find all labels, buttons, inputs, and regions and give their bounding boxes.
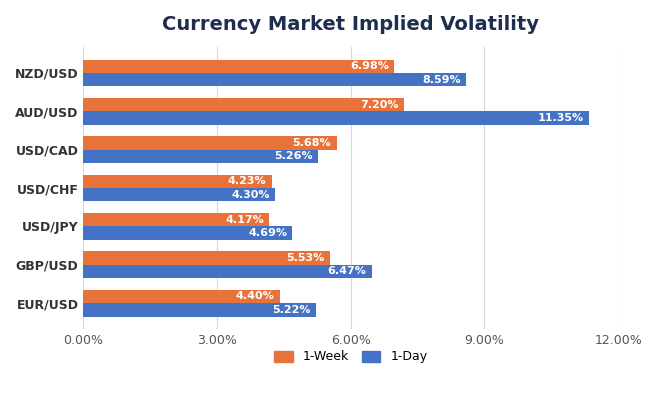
- Text: 5.68%: 5.68%: [292, 138, 331, 148]
- Bar: [83, 98, 404, 111]
- Text: 6.98%: 6.98%: [350, 61, 389, 71]
- Bar: [83, 73, 466, 86]
- Text: 5.53%: 5.53%: [286, 253, 325, 263]
- Title: Currency Market Implied Volatility: Currency Market Implied Volatility: [162, 15, 539, 34]
- Text: 4.40%: 4.40%: [235, 292, 274, 301]
- Text: 5.26%: 5.26%: [274, 151, 313, 162]
- Bar: [83, 136, 336, 150]
- Text: 7.20%: 7.20%: [361, 100, 399, 110]
- Text: 4.17%: 4.17%: [225, 215, 264, 225]
- Bar: [83, 265, 372, 278]
- Bar: [83, 303, 316, 317]
- Bar: [83, 60, 394, 73]
- Text: 4.69%: 4.69%: [248, 228, 287, 238]
- Bar: [83, 150, 318, 163]
- Bar: [83, 188, 275, 202]
- Bar: [83, 213, 269, 227]
- Bar: [83, 111, 589, 125]
- Legend: 1-Week, 1-Day: 1-Week, 1-Day: [269, 345, 432, 369]
- Bar: [83, 227, 292, 240]
- Bar: [83, 290, 279, 303]
- Text: 11.35%: 11.35%: [537, 113, 584, 123]
- Text: 6.47%: 6.47%: [328, 267, 367, 276]
- Bar: [83, 175, 272, 188]
- Text: 4.23%: 4.23%: [228, 176, 267, 187]
- Text: 8.59%: 8.59%: [422, 75, 461, 85]
- Text: 5.22%: 5.22%: [272, 305, 311, 315]
- Text: 4.30%: 4.30%: [231, 190, 270, 200]
- Bar: [83, 252, 330, 265]
